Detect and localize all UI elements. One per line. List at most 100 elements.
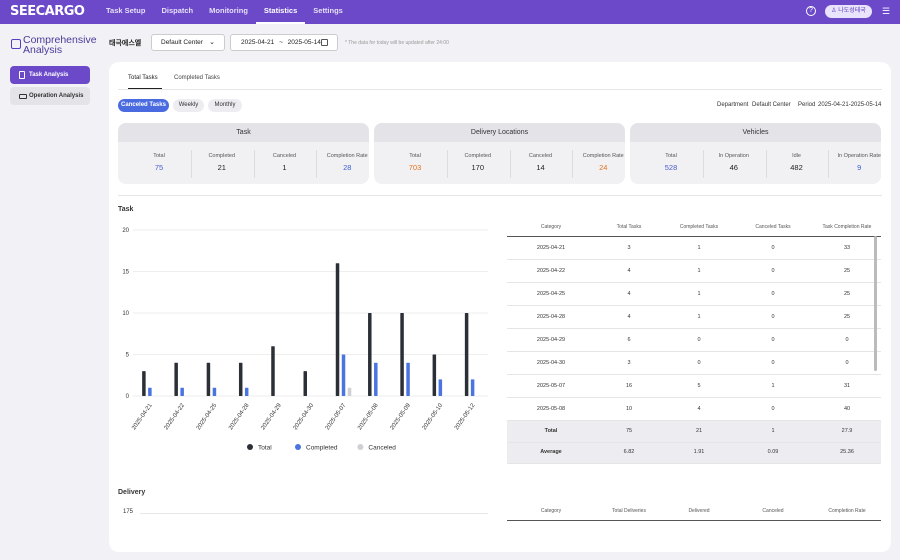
table-row	[507, 352, 881, 375]
table-row	[507, 421, 881, 443]
table-cell: Average	[540, 449, 562, 456]
bar-completed	[374, 362, 378, 396]
nav-settings[interactable]: Settings	[313, 6, 343, 15]
nav-statistics[interactable]: Statistics	[255, 0, 306, 24]
section-divider	[118, 195, 882, 196]
table-cell: 25	[843, 313, 851, 320]
summary-separator	[702, 150, 704, 178]
table-cell: 1	[697, 313, 701, 320]
table-cell: 31	[843, 382, 851, 389]
table-cell: 0	[845, 336, 849, 343]
pill-weekly[interactable]: Weekly	[173, 99, 204, 112]
user-account-button[interactable]: ♙ 나도성테국	[825, 5, 872, 18]
table-cell: 4	[627, 313, 631, 320]
nav-task-setup[interactable]: Task Setup	[106, 6, 146, 15]
nav-dispatch[interactable]: Dispatch	[161, 6, 194, 15]
table-cell: 1	[697, 267, 701, 274]
summary-col-label: Completed	[464, 153, 492, 159]
x-tick-label: 2025-04-21	[131, 402, 154, 431]
table-cell: 0	[697, 359, 701, 366]
period-label: Period	[798, 102, 816, 108]
analysis-icon	[11, 39, 21, 49]
summary-separator	[190, 150, 192, 178]
clipboard-icon	[19, 71, 25, 79]
table-cell: 2025-05-08	[536, 405, 566, 412]
table-cell: 2025-04-21	[536, 244, 566, 251]
update-note: * The data for today will be updated aft…	[345, 40, 449, 46]
summary-delivery-locations: Delivery Locations	[374, 123, 625, 184]
table-cell: 3	[627, 244, 631, 251]
table-cell: 0	[771, 405, 775, 412]
table-cell: 0	[771, 267, 775, 274]
table-row	[507, 375, 881, 398]
x-tick-label: 2025-04-30	[293, 402, 316, 431]
delivery-y-tick: 175	[123, 509, 134, 515]
period-value: 2025-04-21-2025-05-14	[818, 102, 882, 108]
bar-completed	[244, 387, 249, 396]
department-value: Default Center	[752, 102, 791, 108]
date-from: 2025-04-21	[241, 39, 275, 46]
summary-col-value: 170	[471, 163, 484, 172]
bar-total	[368, 313, 372, 396]
summary-col-label: Completed	[208, 153, 236, 159]
table-cell: 0	[771, 313, 775, 320]
chevron-down-icon: ⌄	[209, 39, 215, 46]
center-dropdown[interactable]: Default Center ⌄	[151, 34, 225, 51]
summary-col-label: In Operation	[718, 153, 749, 159]
summary-separator	[253, 150, 255, 178]
tab-total-tasks[interactable]: Total Tasks	[128, 75, 162, 89]
legend-marker	[295, 444, 301, 450]
summary-separator	[828, 150, 830, 178]
pill-monthly[interactable]: Monthly	[208, 99, 242, 112]
top-navigation-bar: SEECARGO Task Setup Dispatch Monitoring …	[0, 0, 900, 24]
bar-completed	[180, 387, 184, 396]
logo[interactable]: SEECARGO	[10, 4, 85, 19]
sidebar-item-operation-analysis[interactable]: Operation Analysis	[10, 87, 90, 105]
table-cell: 5	[697, 382, 701, 389]
nav-monitoring[interactable]: Monitoring	[209, 6, 248, 15]
table-cell: 3	[627, 359, 631, 366]
table-cell: 16	[625, 382, 633, 389]
x-tick-label: 2025-04-28	[228, 402, 251, 431]
summary-separator	[316, 150, 318, 178]
pill-canceled-tasks[interactable]: Canceled Tasks	[118, 99, 169, 112]
main-nav: Task Setup Dispatch Monitoring Statistic…	[98, 0, 351, 24]
table-cell: 25	[843, 267, 851, 274]
summary-col-value: 482	[790, 163, 803, 172]
bar-total	[271, 346, 275, 396]
summary-col-value: 1	[282, 163, 287, 172]
table-cell: 0	[771, 336, 775, 343]
table-cell: 0	[771, 359, 775, 366]
bar-total	[400, 313, 404, 396]
bar-completed	[438, 379, 443, 396]
table-cell: 2025-04-22	[536, 267, 566, 274]
table-cell: 40	[843, 405, 851, 412]
table-cell: 33	[843, 244, 851, 251]
date-range-picker[interactable]: 2025-04-21 ~ 2025-05-14	[230, 34, 338, 51]
bar-total	[335, 263, 340, 396]
summary-col-value: 21	[217, 163, 226, 172]
date-separator: ~	[279, 39, 283, 46]
tab-completed-tasks[interactable]: Completed Tasks	[174, 75, 220, 81]
table-scrollbar[interactable]	[874, 236, 877, 371]
summary-title: Task	[118, 123, 369, 142]
summary-task: Task	[118, 123, 369, 184]
summary-vehicles: Vehicles	[630, 123, 881, 184]
table-cell: 25	[843, 290, 851, 297]
delivery-section-title: Delivery	[118, 489, 146, 496]
summary-col-value: 9	[857, 163, 862, 172]
user-name: 나도성테국	[838, 8, 866, 14]
hamburger-icon[interactable]: ☰	[882, 6, 891, 16]
delivery-table-header: Canceled	[762, 508, 784, 514]
x-tick-label: 2025-04-29	[260, 402, 283, 431]
help-circle-icon[interactable]: ?	[806, 6, 816, 16]
summary-col-value: 14	[536, 163, 545, 172]
table-cell: 1.91	[693, 449, 705, 456]
sidebar-item-task-analysis[interactable]: Task Analysis	[10, 66, 90, 84]
y-tick-label: 15	[122, 270, 129, 276]
table-cell: 1	[771, 382, 775, 389]
legend-marker	[357, 444, 364, 450]
bar-completed	[341, 354, 346, 396]
task-section-title: Task	[118, 206, 134, 213]
